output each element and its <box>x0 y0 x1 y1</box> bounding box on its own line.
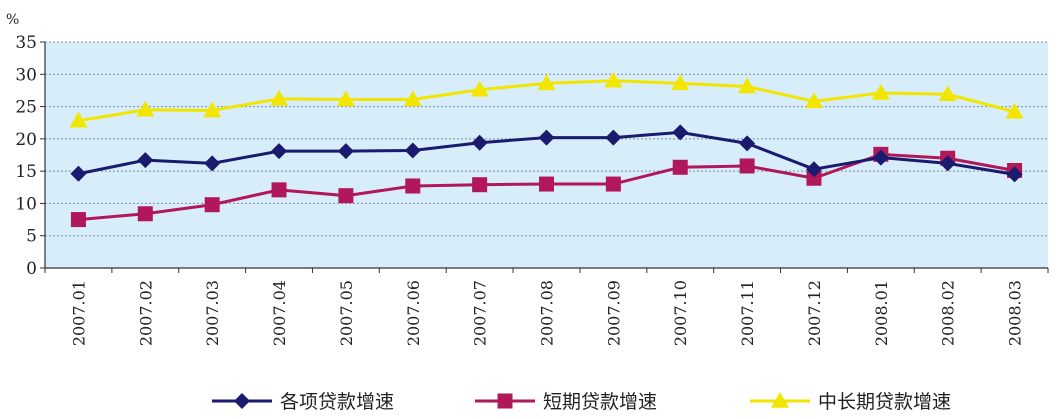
x-tick-label: 2007.01 <box>69 280 88 346</box>
y-tick-label: 10 <box>15 194 37 214</box>
y-tick-label: 15 <box>15 162 37 182</box>
legend-marker-square <box>497 393 513 409</box>
data-point-diamond <box>137 152 154 169</box>
x-tick-label: 2007.10 <box>671 280 690 346</box>
x-tick-label: 2007.05 <box>337 280 356 346</box>
data-point-diamond <box>1006 166 1023 183</box>
y-tick-label: 30 <box>15 65 37 85</box>
x-tick-label: 2007.08 <box>538 280 557 346</box>
x-tick-label: 2007.04 <box>270 280 289 346</box>
x-tick-label: 2007.06 <box>404 280 423 346</box>
legend-marker-diamond <box>234 393 250 409</box>
data-point-square <box>539 176 554 192</box>
data-point-diamond <box>471 134 488 151</box>
x-tick-label: 2007.12 <box>805 280 824 346</box>
legend-label: 中长期贷款增速 <box>818 391 951 413</box>
data-point-diamond <box>939 155 956 172</box>
data-point-triangle <box>69 111 88 128</box>
data-point-square <box>806 170 822 186</box>
y-unit-label: % <box>6 12 19 28</box>
data-point-diamond <box>70 165 87 182</box>
y-tick-label: 20 <box>15 130 37 150</box>
plot-area: 0 5 10 15 20 25 30 35 2007.01 2007.02 2007.03 2007.… <box>15 33 1049 346</box>
legend-label: 短期贷款增速 <box>543 391 657 413</box>
data-point-diamond <box>672 124 689 141</box>
data-point-triangle <box>537 74 556 91</box>
legend-label: 各项贷款增速 <box>280 391 394 413</box>
x-tick-label: 2007.07 <box>471 280 490 346</box>
x-tick-label: 2007.03 <box>203 280 222 346</box>
data-point-triangle <box>604 71 623 88</box>
data-point-diamond <box>805 161 822 178</box>
data-point-square <box>472 177 488 193</box>
data-point-diamond <box>271 143 288 160</box>
data-point-square <box>70 212 86 228</box>
x-tick-label: 2008.02 <box>939 280 958 346</box>
data-point-square <box>204 197 220 213</box>
data-point-triangle <box>136 100 155 117</box>
data-point-diamond <box>538 129 555 146</box>
data-point-triangle <box>804 92 823 109</box>
data-point-triangle <box>470 80 489 97</box>
x-tick-label: 2007.09 <box>604 280 623 346</box>
data-point-square <box>405 178 421 194</box>
x-tick-label: 2008.01 <box>872 280 891 346</box>
legend-marker-triangle <box>771 392 789 408</box>
data-point-square <box>739 158 755 174</box>
data-point-triangle <box>336 90 355 107</box>
x-tick-label: 2007.02 <box>136 280 155 346</box>
y-tick-label: 35 <box>15 33 37 53</box>
data-point-square <box>605 176 621 192</box>
data-point-triangle <box>270 89 289 106</box>
y-tick-label: 0 <box>26 259 37 279</box>
y-tick-label: 5 <box>26 227 37 247</box>
x-tick-label: 2007.11 <box>738 280 757 346</box>
data-point-diamond <box>204 155 221 172</box>
data-point-diamond <box>872 149 889 166</box>
data-point-triangle <box>671 74 690 91</box>
data-point-square <box>271 182 287 198</box>
data-point-triangle <box>1005 102 1024 119</box>
data-point-square <box>137 206 153 222</box>
data-point-diamond <box>739 135 756 152</box>
data-point-square <box>338 188 354 204</box>
data-point-diamond <box>337 143 354 160</box>
data-point-triangle <box>403 90 422 107</box>
data-point-triangle <box>938 85 957 102</box>
data-point-triangle <box>203 101 222 118</box>
data-point-triangle <box>738 77 757 94</box>
legend: 各项贷款增速 短期贷款增速 中长期贷款增速 <box>212 391 951 413</box>
data-point-diamond <box>404 142 421 159</box>
y-tick-label: 25 <box>15 98 37 118</box>
data-point-triangle <box>871 84 890 100</box>
data-point-square <box>672 159 688 175</box>
data-point-diamond <box>605 129 622 146</box>
x-tick-label: 2008.03 <box>1006 280 1025 346</box>
